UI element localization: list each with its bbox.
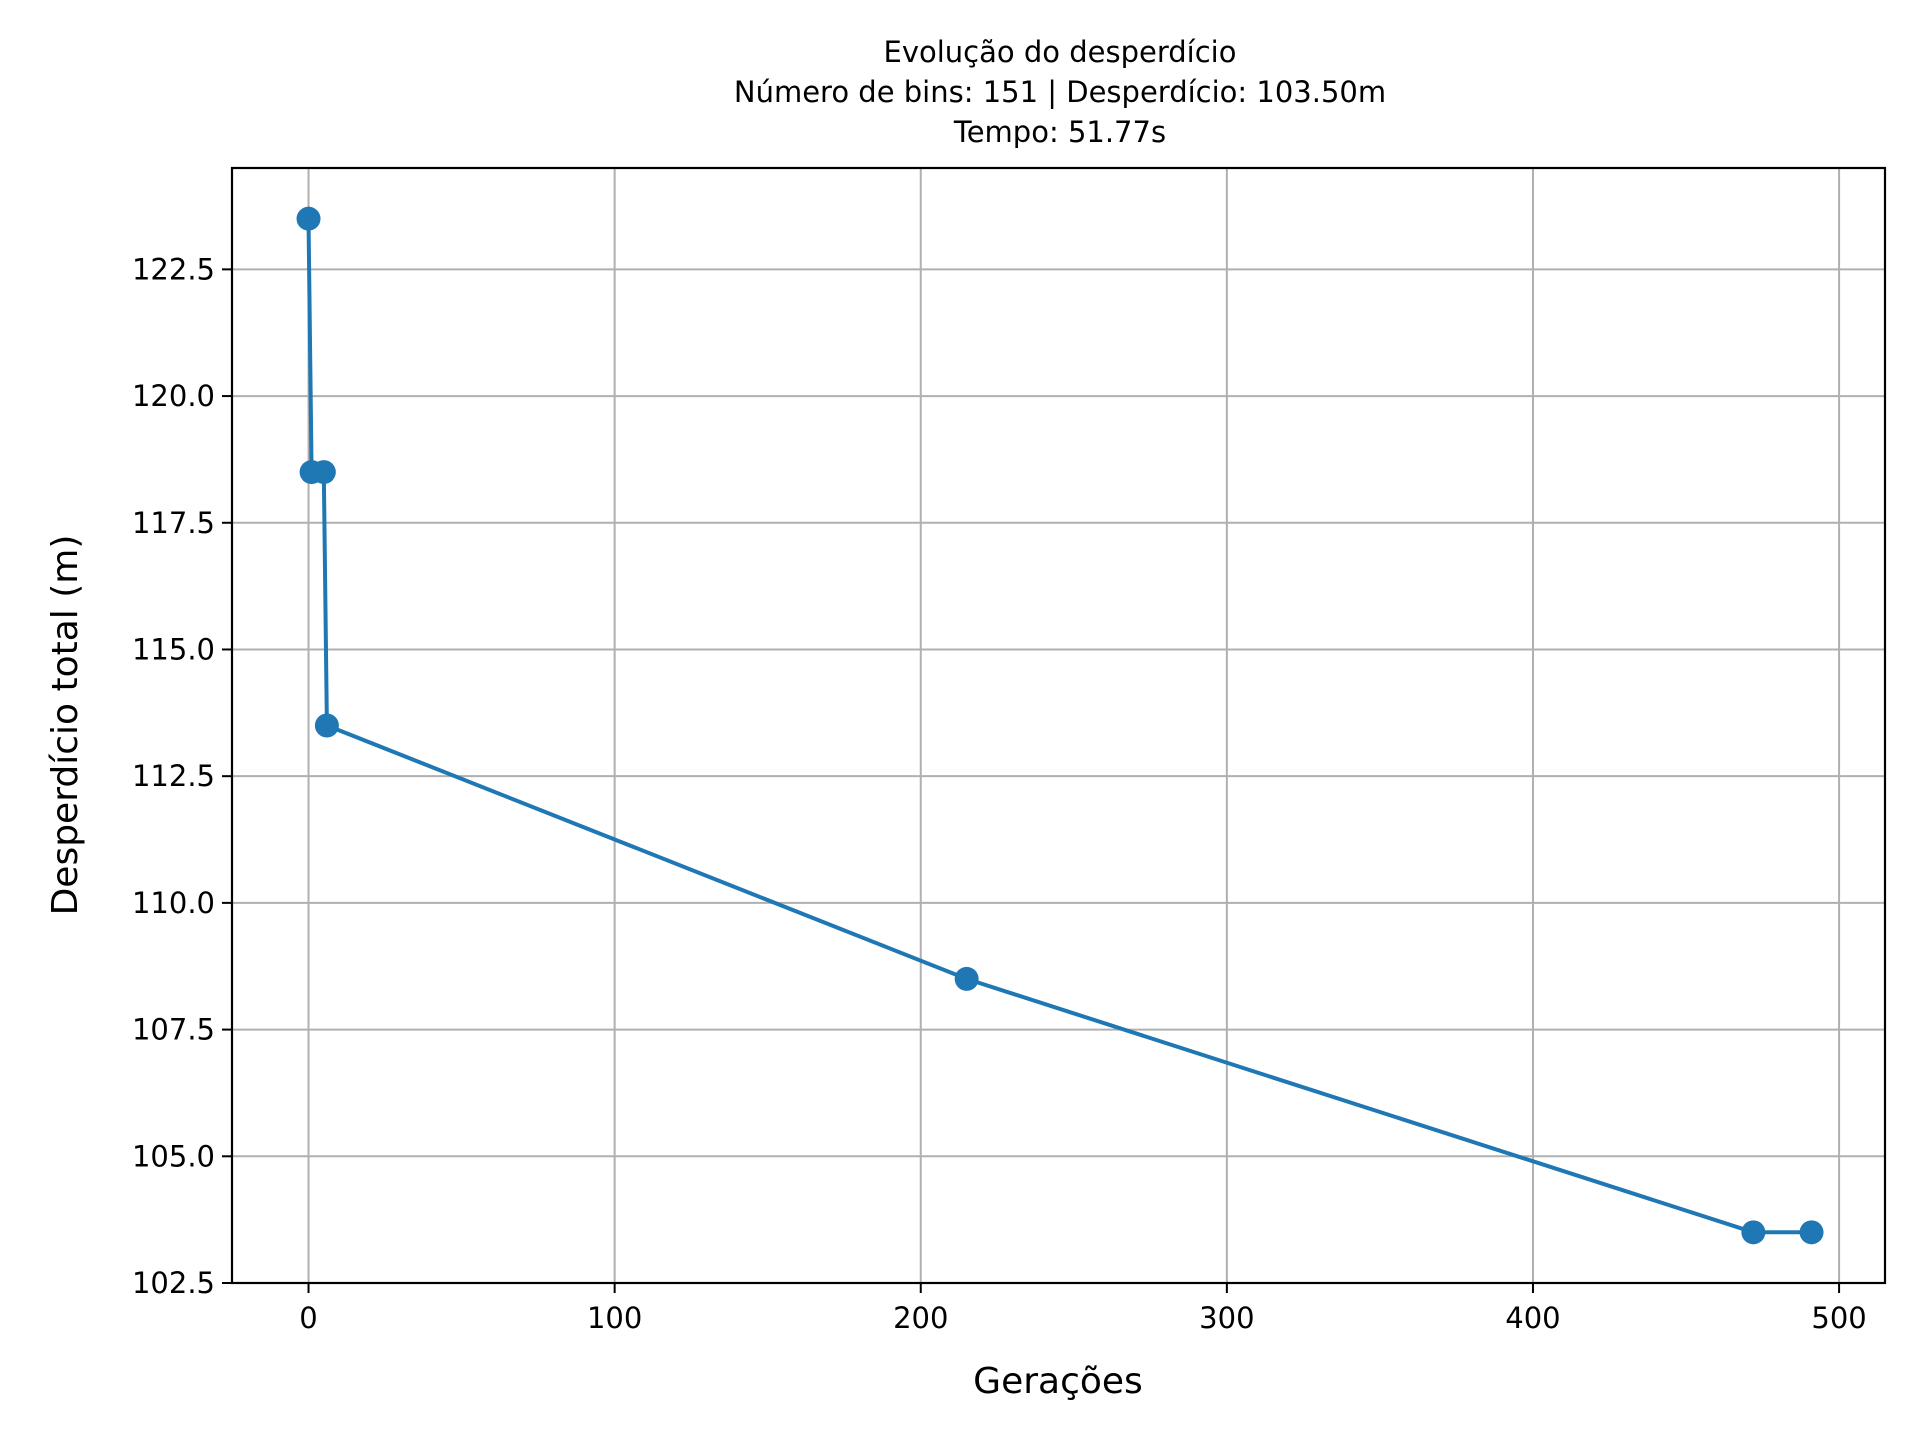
y-tick-label: 110.0 [132,886,215,920]
y-tick-label: 107.5 [132,1013,215,1047]
data-series [296,206,1824,1245]
y-tick-label: 115.0 [132,632,215,666]
y-tick-label: 122.5 [132,252,215,286]
x-tick-label: 400 [1505,1301,1560,1335]
x-tick-label: 200 [893,1301,948,1335]
data-point [296,206,321,231]
y-tick-label: 105.0 [132,1139,215,1173]
x-axis-ticks: 0 100 200 300 400 500 [299,1283,1867,1335]
y-tick-label: 102.5 [132,1266,215,1300]
data-point [1799,1220,1824,1245]
data-point [1741,1220,1766,1245]
data-point [954,966,979,991]
x-tick-label: 500 [1811,1301,1866,1335]
plot-frame [230,166,1887,1285]
y-tick-label: 117.5 [132,506,215,540]
chart-title-line-3: Tempo: 51.77s [953,115,1166,149]
y-tick-label: 120.0 [132,379,215,413]
x-tick-label: 300 [1199,1301,1254,1335]
y-tick-label: 112.5 [132,759,215,793]
chart-title-line-2: Número de bins: 151 | Desperdício: 103.5… [734,75,1386,109]
data-point [314,713,339,738]
x-axis-label: Gerações [973,1361,1143,1402]
y-axis-label: Desperdício total (m) [45,535,86,916]
x-tick-label: 0 [299,1301,317,1335]
grid [232,168,1885,1284]
chart-title-line-1: Evolução do desperdício [884,35,1237,69]
chart-title: Evolução do desperdício Número de bins: … [734,35,1386,149]
x-tick-label: 100 [587,1301,642,1335]
data-point [311,460,336,485]
y-axis-ticks: 102.5 105.0 107.5 110.0 112.5 115.0 117.5 120.0… [132,252,232,1300]
